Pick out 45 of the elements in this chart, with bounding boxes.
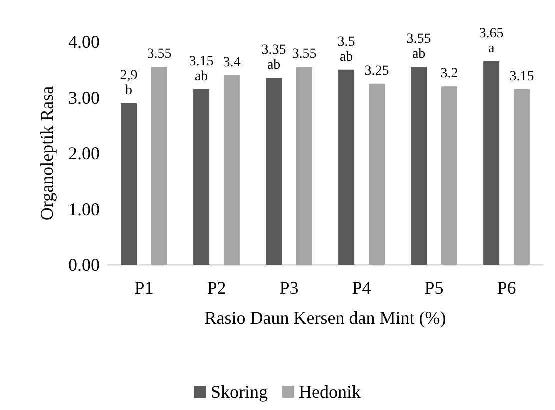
x-tick-label: P2	[207, 278, 226, 298]
annotation: b	[126, 83, 133, 98]
annotation: ab	[340, 50, 354, 65]
bar	[484, 62, 500, 265]
data-label: 3.4	[223, 55, 241, 70]
data-label: 3.35	[262, 43, 286, 58]
bar	[514, 89, 530, 265]
annotation: ab	[194, 69, 208, 84]
y-tick-label: 0.00	[68, 255, 100, 275]
x-tick-label: P5	[424, 278, 444, 298]
data-label: 3.2	[440, 66, 458, 82]
bar	[151, 67, 168, 265]
bar	[411, 67, 428, 265]
bar	[338, 70, 355, 265]
y-tick-label: 2.00	[68, 144, 100, 164]
data-label: 3.15	[510, 69, 534, 84]
x-axis-title: Rasio Daun Kersen dan Mint (%)	[204, 308, 446, 328]
annotation: ab	[267, 58, 281, 74]
bar	[266, 78, 282, 265]
bar	[296, 67, 312, 265]
annotation: a	[488, 42, 496, 57]
y-tick-label: 3.00	[68, 88, 100, 108]
data-label: 3.25	[364, 64, 390, 79]
bar	[194, 89, 210, 265]
data-label: 2,9	[120, 68, 138, 84]
data-label: 3.55	[406, 32, 432, 48]
bar	[368, 84, 385, 265]
data-label: 3.55	[292, 47, 317, 62]
x-tick-label: P1	[134, 278, 154, 298]
data-label: 3.65	[479, 26, 504, 42]
x-tick-label: P4	[352, 278, 372, 298]
bar	[224, 75, 240, 265]
annotation: ab	[412, 47, 426, 62]
legend-label: Hedonik	[299, 382, 362, 402]
data-label: 3.15	[189, 54, 214, 70]
y-tick-label: 1.00	[68, 199, 100, 220]
bar	[121, 103, 138, 265]
bar	[441, 86, 458, 265]
data-label: 3.5	[338, 34, 356, 50]
x-tick-label: P6	[497, 278, 516, 298]
data-label: 3.55	[147, 47, 172, 62]
y-tick-label: 4.00	[68, 32, 100, 52]
y-axis-title: Organoleptik Rasa	[37, 86, 57, 221]
legend-label: Skoring	[211, 382, 268, 402]
x-tick-label: P3	[280, 278, 299, 298]
